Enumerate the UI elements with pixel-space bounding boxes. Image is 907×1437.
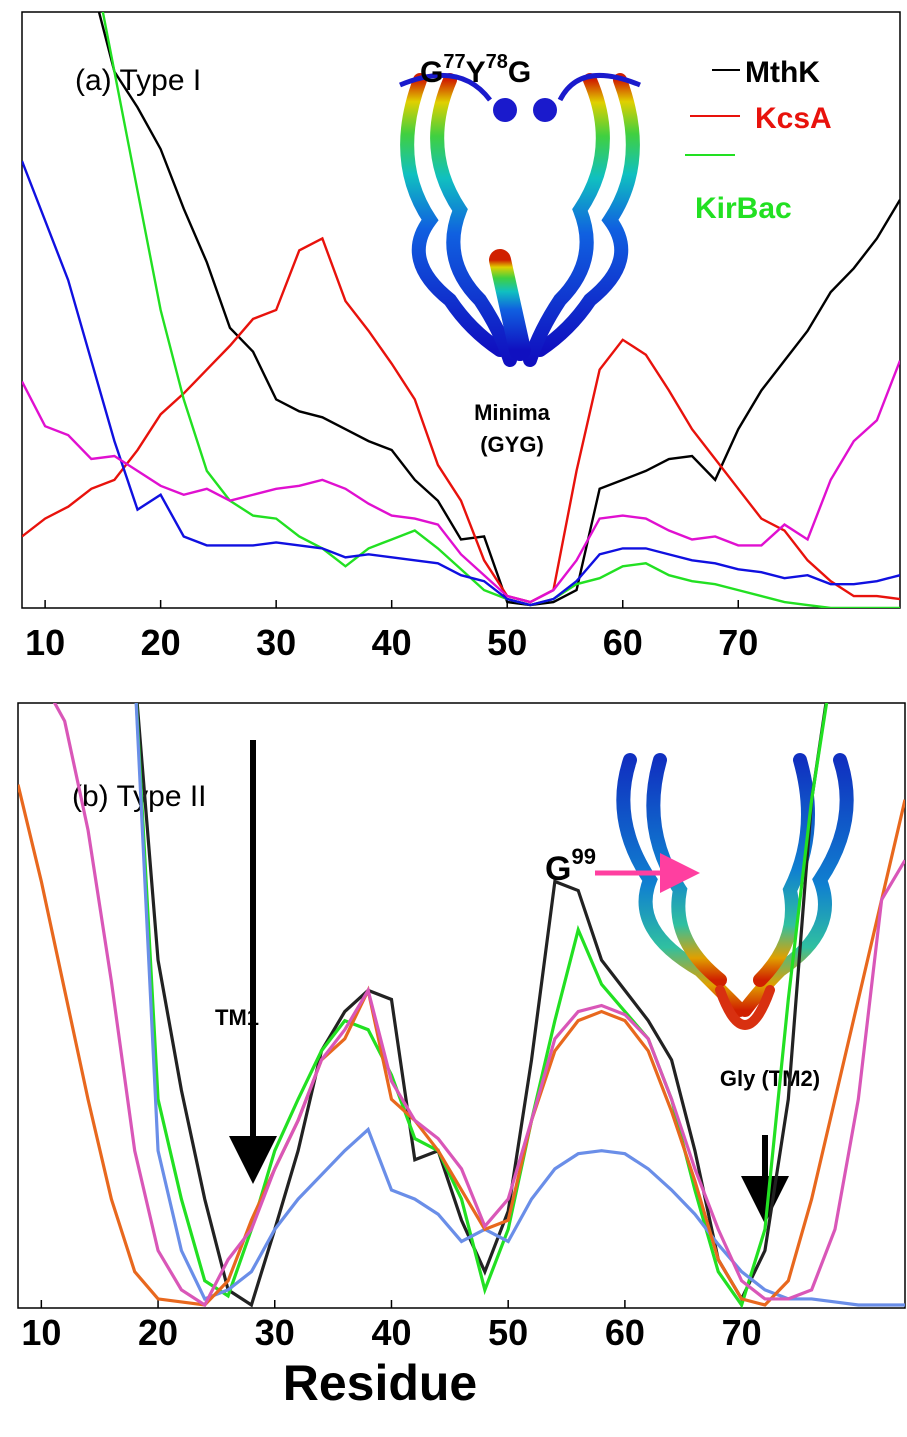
structure-b [616,753,854,1030]
annotation: Gly (TM2) [720,1066,820,1091]
label-part: G [508,56,531,89]
x-tick-label: 60 [605,1312,645,1353]
plot-frame [21,11,901,609]
series-line [52,703,905,1308]
series-line [135,703,828,1308]
x-tick-label: 70 [718,622,758,663]
panel-title: (a) Type I [75,64,201,97]
label-part: 78 [486,51,508,73]
x-tick-label: 30 [255,1312,295,1353]
label-part: 99 [571,844,595,869]
selectivity-filter [399,72,641,122]
series-line [18,784,905,1307]
series-line [22,360,900,604]
annotation: TM1 [215,1005,259,1030]
x-tick-label: 30 [256,622,296,663]
plot-frame [17,702,906,1309]
annotation: (GYG) [480,432,544,457]
plot-area [22,12,900,608]
x-tick-label: 20 [138,1312,178,1353]
series-line [101,12,900,608]
legend-label: MthK [745,56,820,89]
plot-area [18,703,905,1308]
label-part: Y [466,56,486,89]
label-part: 77 [443,51,465,73]
x-tick-label: 70 [722,1312,762,1353]
legend-label: KirBac [695,192,792,225]
x-tick-label: 10 [21,1312,61,1353]
series-line [22,236,900,604]
x-tick-label: 10 [25,622,65,663]
series-line [22,160,900,607]
x-tick-label: 60 [603,622,643,663]
x-tick-label: 40 [372,622,412,663]
legend-label: KcsA [755,102,832,135]
series-line [134,703,829,1308]
series-line [97,12,900,607]
x-tick-label: 50 [488,1312,528,1353]
label-part: G [420,56,443,89]
annotation: Minima [474,400,551,425]
x-axis-label: Residue [283,1355,478,1411]
series-line [134,703,905,1307]
structure-label: G77Y78G [420,51,531,89]
structure-a [400,73,640,367]
structure-label: G99 [545,844,596,888]
x-tick-label: 50 [487,622,527,663]
x-tick-label: 20 [141,622,181,663]
x-tick-label: 40 [371,1312,411,1353]
